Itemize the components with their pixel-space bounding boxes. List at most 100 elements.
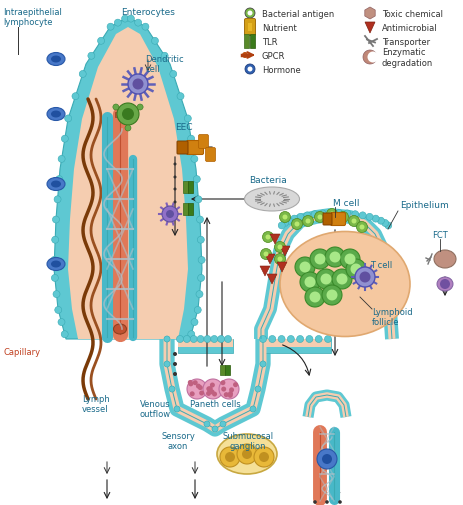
- Circle shape: [384, 223, 391, 229]
- Circle shape: [225, 452, 234, 462]
- Text: M cell: M cell: [332, 198, 359, 208]
- Circle shape: [192, 380, 197, 385]
- Circle shape: [114, 20, 121, 27]
- Circle shape: [339, 249, 359, 270]
- Circle shape: [113, 105, 119, 111]
- Circle shape: [188, 380, 192, 385]
- Circle shape: [207, 386, 213, 391]
- Circle shape: [52, 217, 59, 224]
- Circle shape: [58, 319, 65, 326]
- Bar: [115, 113, 125, 118]
- Circle shape: [72, 93, 79, 100]
- Circle shape: [188, 382, 193, 387]
- Ellipse shape: [219, 379, 238, 399]
- Circle shape: [281, 220, 288, 227]
- Text: TLR: TLR: [262, 37, 277, 46]
- Ellipse shape: [51, 111, 61, 118]
- Circle shape: [351, 219, 356, 224]
- Polygon shape: [279, 246, 289, 257]
- Circle shape: [221, 387, 226, 392]
- Circle shape: [232, 382, 238, 387]
- Circle shape: [134, 20, 141, 27]
- Polygon shape: [364, 23, 374, 34]
- Circle shape: [250, 406, 256, 412]
- Circle shape: [365, 214, 372, 221]
- Circle shape: [195, 291, 202, 298]
- Circle shape: [220, 380, 225, 385]
- Text: Lymphoid
follicle: Lymphoid follicle: [371, 308, 412, 327]
- Circle shape: [259, 361, 265, 367]
- Polygon shape: [276, 263, 287, 273]
- Circle shape: [121, 16, 128, 23]
- Circle shape: [166, 211, 174, 219]
- Circle shape: [219, 421, 225, 427]
- Circle shape: [174, 406, 180, 412]
- Circle shape: [329, 212, 334, 217]
- Circle shape: [56, 176, 63, 183]
- Circle shape: [244, 65, 255, 75]
- Circle shape: [219, 421, 225, 427]
- Text: Toxic chemical: Toxic chemical: [381, 10, 442, 19]
- Circle shape: [174, 406, 180, 412]
- Ellipse shape: [436, 277, 452, 291]
- Circle shape: [324, 336, 331, 343]
- Circle shape: [117, 104, 139, 126]
- Ellipse shape: [244, 188, 299, 212]
- Polygon shape: [68, 28, 188, 339]
- Circle shape: [198, 257, 205, 264]
- Circle shape: [247, 12, 252, 17]
- Polygon shape: [266, 274, 276, 284]
- Circle shape: [142, 24, 149, 31]
- Circle shape: [305, 219, 310, 224]
- Circle shape: [367, 53, 378, 63]
- Circle shape: [53, 291, 60, 298]
- Circle shape: [317, 215, 322, 220]
- Circle shape: [212, 426, 218, 432]
- Circle shape: [163, 336, 169, 342]
- Ellipse shape: [47, 54, 65, 66]
- Circle shape: [209, 383, 214, 388]
- Circle shape: [259, 361, 265, 367]
- Circle shape: [207, 389, 212, 393]
- Text: Capillary: Capillary: [3, 347, 40, 357]
- Circle shape: [51, 237, 58, 244]
- Circle shape: [381, 220, 388, 227]
- Text: Dendritic
cell: Dendritic cell: [145, 55, 183, 74]
- Text: Lymph
vessel: Lymph vessel: [82, 394, 110, 414]
- Text: GPCR: GPCR: [262, 52, 285, 61]
- Circle shape: [169, 71, 176, 78]
- Circle shape: [314, 212, 325, 223]
- Bar: [260, 339, 330, 347]
- Circle shape: [356, 222, 367, 233]
- Circle shape: [285, 218, 292, 225]
- Text: Bacteria: Bacteria: [249, 176, 286, 185]
- Ellipse shape: [217, 434, 276, 474]
- Ellipse shape: [433, 250, 455, 269]
- Ellipse shape: [203, 379, 223, 399]
- Circle shape: [321, 285, 341, 306]
- Circle shape: [173, 163, 176, 166]
- Circle shape: [359, 272, 369, 283]
- Circle shape: [250, 406, 256, 412]
- Ellipse shape: [47, 178, 65, 191]
- Circle shape: [279, 212, 290, 223]
- Ellipse shape: [187, 379, 206, 399]
- Circle shape: [162, 207, 178, 223]
- Circle shape: [184, 116, 191, 123]
- Text: FCT: FCT: [431, 231, 447, 239]
- Circle shape: [294, 258, 314, 277]
- Circle shape: [217, 336, 224, 343]
- Circle shape: [255, 386, 260, 392]
- Circle shape: [169, 386, 175, 392]
- Circle shape: [189, 391, 194, 396]
- FancyBboxPatch shape: [330, 213, 345, 226]
- Bar: [182, 204, 188, 216]
- Circle shape: [263, 252, 268, 257]
- Circle shape: [304, 277, 315, 288]
- Circle shape: [309, 292, 320, 303]
- Circle shape: [277, 257, 282, 262]
- Circle shape: [173, 176, 176, 179]
- Circle shape: [163, 361, 169, 367]
- Text: EEC: EEC: [175, 123, 193, 132]
- Circle shape: [278, 223, 285, 229]
